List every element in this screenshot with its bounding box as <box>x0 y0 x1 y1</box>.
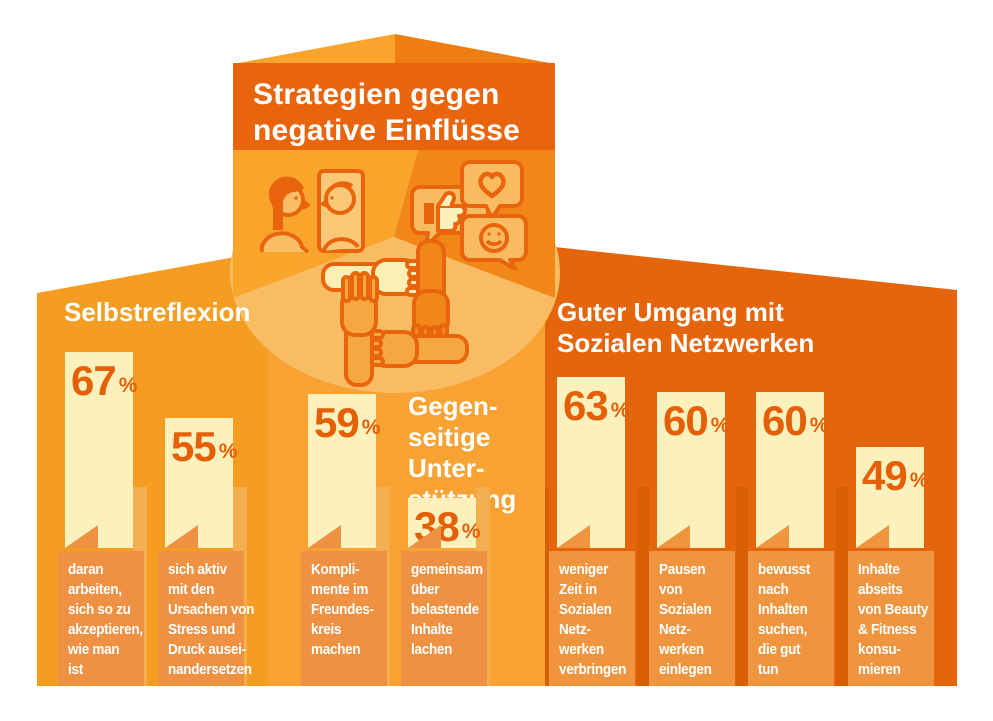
header-banner <box>233 63 555 150</box>
bar-value: 60% <box>663 397 729 445</box>
bar-notch <box>856 525 889 548</box>
bar: 49% <box>856 447 928 548</box>
bar: 63% <box>557 377 629 548</box>
bar: 67% <box>65 352 137 548</box>
bar: 60% <box>657 392 729 548</box>
heart-bubble <box>460 160 524 220</box>
bar-label-box: Kompli-mente im Freundes-kreis machen <box>301 551 387 686</box>
column-strip <box>637 487 649 686</box>
percent-sign: % <box>809 414 829 437</box>
bar-label-box: Pausen von Sozialen Netz-werken einlegen <box>649 551 735 686</box>
main-title: Strategien gegen negative Einflüsse <box>253 77 520 149</box>
bar-value-number: 63 <box>563 382 609 429</box>
bar-value-number: 60 <box>663 397 709 444</box>
middle-header-line2: seitige <box>408 422 491 452</box>
bar-value: 63% <box>563 382 629 430</box>
percent-sign: % <box>909 469 929 492</box>
main-title-line2: negative Einflüsse <box>253 114 521 147</box>
bar-label: daran arbeiten, sich so zu akzeptieren, wie … <box>68 561 143 678</box>
bar-value: 60% <box>762 397 828 445</box>
bar-value: 49% <box>862 452 928 500</box>
bar-label-box: weniger Zeit in Sozialen Netz-werken verbrin… <box>549 551 635 686</box>
roof-left <box>233 34 395 64</box>
roof-right <box>395 34 555 64</box>
bar-label-box: gemeinsam über belastende Inhalte lachen <box>401 551 487 686</box>
bar-label: bewusst nach Inhalten suchen, die gut tun <box>758 561 811 678</box>
main-title-line1: Strategien gegen <box>253 78 500 111</box>
column-strip <box>836 487 848 686</box>
bar-label: Inhalte abseits von Beauty & Fitness konsu-m… <box>858 561 929 678</box>
bar-label-box: sich aktiv mit den Ursachen von Stress und D… <box>158 551 254 686</box>
speech-bubbles-likes-icon <box>410 160 528 270</box>
bar-value: 59% <box>314 399 380 447</box>
percent-sign: % <box>610 399 630 422</box>
bar-notch <box>308 525 341 548</box>
bar: 59% <box>308 394 380 548</box>
bar-notch <box>165 525 198 548</box>
percent-sign: % <box>710 414 730 437</box>
middle-section-header: Gegen- seitige Unter- stützung <box>408 391 516 515</box>
bar-label-box: bewusst nach Inhalten suchen, die gut tun <box>748 551 834 686</box>
bar-value: 55% <box>171 423 237 471</box>
person-face <box>259 176 310 254</box>
bar-notch <box>557 525 590 548</box>
column-strip <box>736 487 748 686</box>
bar: 55% <box>165 418 237 548</box>
hand-3 <box>340 271 379 387</box>
left-section-header: Selbstreflexion <box>64 297 251 327</box>
bar-label: weniger Zeit in Sozialen Netz-werken verbrin… <box>559 561 627 678</box>
right-section-header-line1: Guter Umgang mit <box>557 297 784 327</box>
bar-label: gemeinsam über belastende Inhalte lachen <box>411 561 483 658</box>
bar-label: sich aktiv mit den Ursachen von Stress und D… <box>168 561 255 678</box>
mirror-reflection-face <box>321 181 360 252</box>
bar-value: 67% <box>71 357 137 405</box>
bar-value-number: 55 <box>171 423 217 470</box>
middle-header-line1: Gegen- <box>408 391 498 421</box>
bar-label: Pausen von Sozialen Netz-werken einlegen <box>659 561 712 678</box>
bar-notch <box>65 525 98 548</box>
smiley-bubble <box>460 214 528 270</box>
bar-notch <box>657 525 690 548</box>
bar-label-box: daran arbeiten, sich so zu akzeptieren, wie … <box>58 551 144 686</box>
bar-label-box: Inhalte abseits von Beauty & Fitness konsu-m… <box>848 551 934 686</box>
percent-sign: % <box>461 520 481 543</box>
right-section-header-line2: Sozialen Netzwerken <box>557 328 815 358</box>
bar: 60% <box>756 392 828 548</box>
bar-value-number: 49 <box>862 452 908 499</box>
percent-sign: % <box>218 440 238 463</box>
bar-value-number: 59 <box>314 399 360 446</box>
percent-sign: % <box>118 374 138 397</box>
joined-hands-support-icon <box>321 239 469 387</box>
middle-header-line3: Unter- <box>408 453 485 483</box>
mirror-self-reflection-icon <box>259 169 365 254</box>
right-section-header: Guter Umgang mit Sozialen Netzwerken <box>557 297 814 359</box>
bar-value-number: 67 <box>71 357 117 404</box>
bar-notch <box>756 525 789 548</box>
column-strip <box>545 487 549 686</box>
bar-label: Kompli-mente im Freundes-kreis machen <box>311 561 374 658</box>
percent-sign: % <box>361 416 381 439</box>
bar-value-number: 60 <box>762 397 808 444</box>
bar: 38% <box>408 498 480 550</box>
